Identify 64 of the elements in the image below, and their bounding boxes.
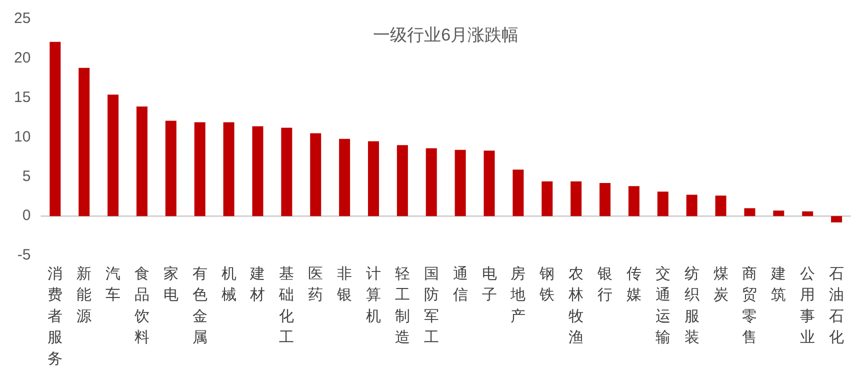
bar — [744, 208, 756, 216]
x-tick-label: 房地产 — [510, 265, 526, 325]
bar — [831, 216, 842, 222]
x-tick-label: 石油石化 — [829, 265, 844, 346]
x-tick-label: 纺织服装 — [684, 265, 700, 346]
bar — [396, 145, 408, 216]
bar — [454, 150, 466, 216]
bar — [715, 196, 726, 216]
chart-title: 一级行业6月涨跌幅 — [373, 26, 519, 45]
x-tick-label: 传媒 — [626, 265, 642, 304]
bar — [78, 68, 90, 216]
x-tick-label: 基础化工 — [278, 265, 294, 346]
bar — [310, 133, 322, 216]
bar — [802, 211, 814, 216]
bar — [512, 170, 524, 216]
bar — [136, 106, 148, 216]
y-tick-label: 0 — [22, 207, 31, 224]
bar — [223, 122, 234, 216]
bar — [368, 141, 379, 216]
x-tick-label: 机械 — [221, 265, 236, 304]
bar — [628, 186, 640, 216]
x-tick-label: 农林牧渔 — [568, 265, 584, 346]
bar — [570, 181, 582, 216]
x-tick-label: 汽车 — [106, 265, 121, 304]
y-tick-label: 25 — [14, 10, 31, 28]
bar — [165, 120, 176, 216]
x-tick-label: 建材 — [249, 265, 266, 304]
bar — [339, 138, 350, 216]
bar — [50, 42, 61, 216]
bar — [773, 210, 784, 216]
x-tick-label: 电子 — [482, 265, 497, 304]
x-tick-label: 家电 — [163, 265, 178, 304]
x-tick-label: 非银 — [336, 265, 352, 304]
bar — [194, 122, 206, 216]
x-tick-label: 有色金属 — [192, 265, 208, 346]
bar — [600, 182, 611, 216]
y-tick-label: 10 — [14, 128, 31, 146]
x-tick-label: 交通运输 — [655, 265, 670, 346]
bar — [252, 126, 264, 216]
y-tick-label: -5 — [17, 246, 31, 264]
x-tick-label: 煤炭 — [713, 265, 728, 304]
y-tick-label: 15 — [14, 88, 31, 106]
x-tick-label: 医药 — [308, 265, 324, 304]
x-tick-label: 新能源 — [76, 265, 92, 325]
x-tick-label: 通信 — [452, 265, 468, 304]
x-tick-label: 计算机 — [366, 265, 381, 325]
x-tick-label: 轻工制造 — [394, 265, 410, 346]
x-tick-label: 食品饮料 — [133, 265, 150, 346]
bar — [657, 192, 668, 216]
bar — [484, 150, 495, 216]
x-tick-label: 建筑 — [770, 265, 786, 304]
x-tick-label: 国防军工 — [424, 265, 439, 346]
bar — [686, 194, 698, 216]
bar — [542, 181, 553, 216]
bar — [426, 148, 437, 216]
x-tick-label: 公用事业 — [800, 265, 816, 346]
bar — [281, 128, 292, 216]
bar — [108, 94, 119, 216]
x-tick-label: 消费者服务 — [48, 265, 63, 368]
x-tick-label: 钢铁 — [538, 265, 555, 304]
y-tick-label: 5 — [22, 168, 31, 185]
x-tick-label: 商贸零售 — [742, 265, 758, 346]
y-tick-label: 20 — [14, 50, 31, 67]
x-tick-label: 银行 — [596, 265, 613, 304]
